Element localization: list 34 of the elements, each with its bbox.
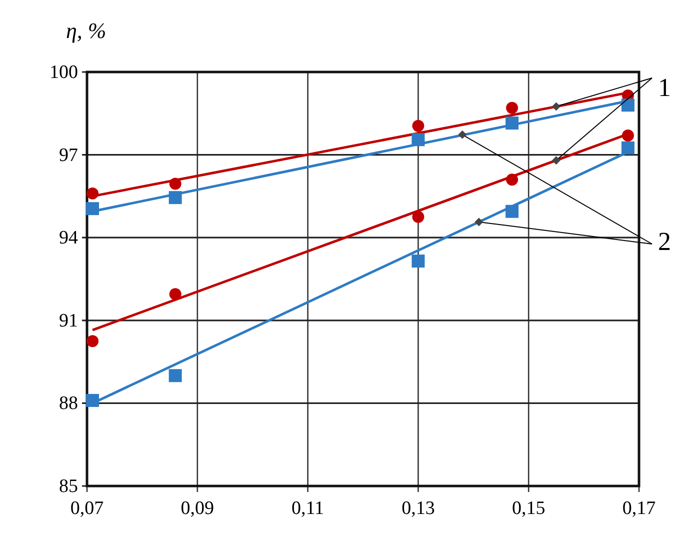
- point: [412, 210, 424, 223]
- point: [412, 254, 425, 268]
- point: [86, 394, 100, 407]
- point: [621, 141, 634, 154]
- point: [506, 102, 518, 114]
- x-tick-label: 0,17: [622, 498, 656, 519]
- y-tick-label: 97: [59, 144, 78, 166]
- y-tick-label: 91: [59, 310, 78, 332]
- y-tick-label: 100: [50, 62, 78, 83]
- x-tick-label: 0,11: [292, 498, 324, 519]
- point: [412, 133, 425, 146]
- point: [168, 191, 182, 204]
- point: [622, 129, 634, 142]
- point: [86, 187, 99, 200]
- point: [86, 202, 100, 216]
- annotation: 1: [658, 73, 671, 102]
- y-tick-label: 85: [59, 476, 78, 497]
- x-tick-label: 0,13: [402, 498, 435, 519]
- y-tick-label: 88: [59, 393, 78, 414]
- x-tick-label: 0,15: [512, 498, 546, 519]
- x-tick-label: 0,07: [70, 498, 104, 519]
- point: [168, 369, 182, 382]
- y-axis-title: η, %: [66, 18, 106, 43]
- point: [169, 288, 182, 300]
- point: [86, 335, 99, 348]
- x-tick-label: 0,09: [180, 498, 214, 519]
- y-tick-label: 94: [59, 228, 78, 249]
- point: [169, 178, 182, 190]
- point: [506, 204, 519, 218]
- annotation: 2: [658, 227, 671, 256]
- point: [506, 116, 519, 130]
- point: [412, 120, 424, 132]
- point: [621, 98, 634, 112]
- point: [506, 174, 518, 186]
